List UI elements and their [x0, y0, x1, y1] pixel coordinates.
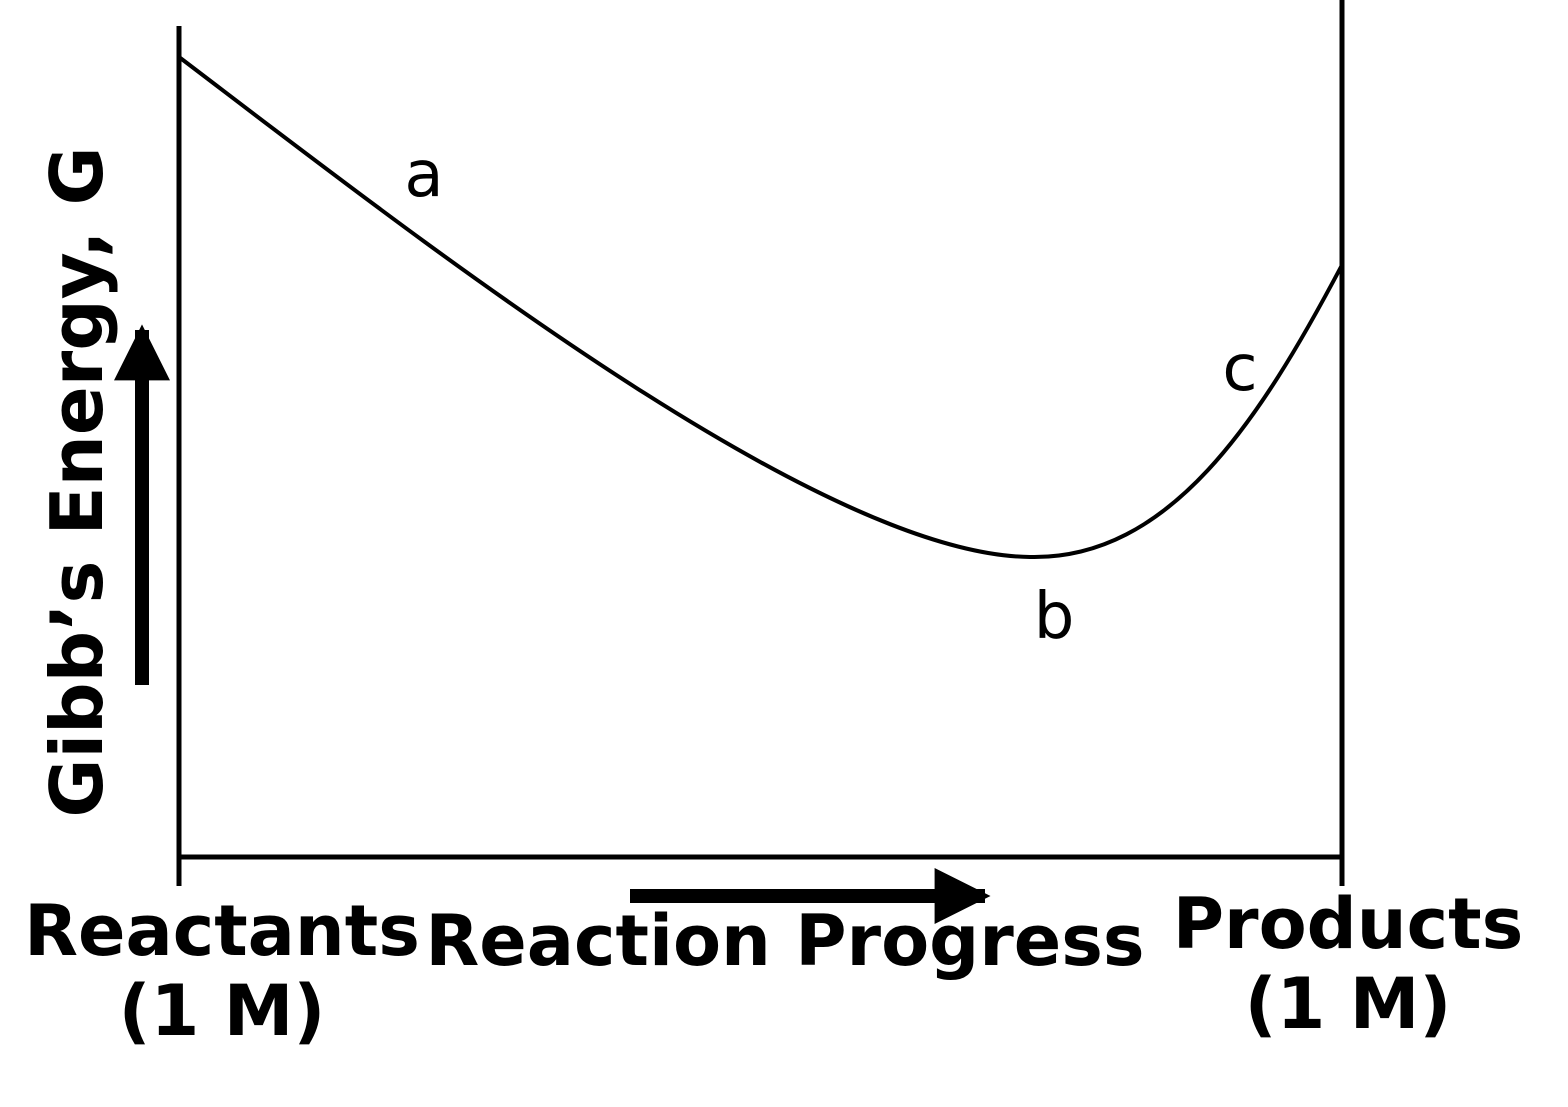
- x-axis-label: Reaction Progress: [425, 900, 1144, 982]
- products-label: Products: [1173, 883, 1523, 965]
- point-label-b: b: [1034, 580, 1075, 654]
- gibbs-energy-curve: [177, 55, 1344, 560]
- reactants-concentration-label: (1 M): [119, 970, 326, 1052]
- point-label-a: a: [404, 138, 443, 212]
- point-label-c: c: [1222, 332, 1257, 406]
- products-concentration-label: (1 M): [1245, 963, 1452, 1045]
- reactants-label: Reactants: [24, 890, 420, 972]
- y-axis-label: Gibb’s Energy, G: [35, 146, 119, 817]
